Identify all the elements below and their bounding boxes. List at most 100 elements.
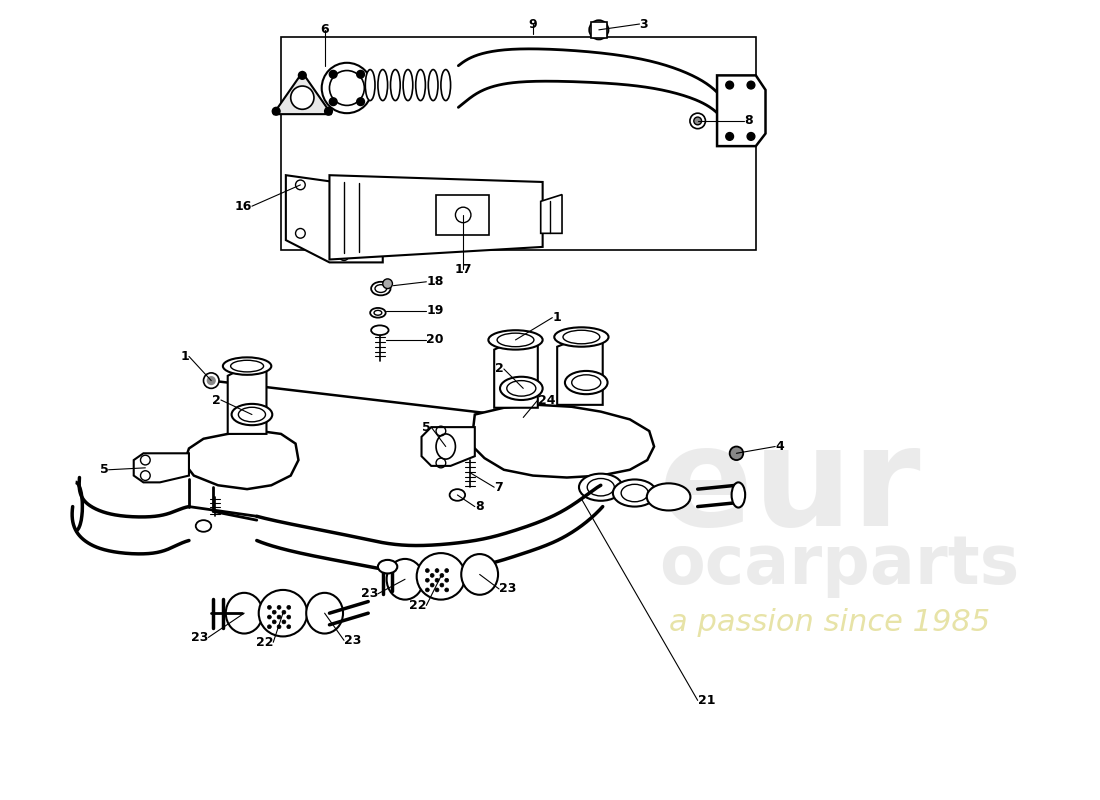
Ellipse shape	[497, 333, 534, 346]
Polygon shape	[541, 194, 562, 234]
Ellipse shape	[563, 330, 600, 344]
Circle shape	[440, 583, 443, 587]
Text: 23: 23	[344, 634, 362, 647]
Circle shape	[436, 569, 439, 573]
Circle shape	[282, 620, 286, 624]
Ellipse shape	[647, 483, 691, 510]
Circle shape	[298, 71, 306, 79]
Ellipse shape	[732, 482, 745, 507]
Text: 1: 1	[552, 311, 561, 324]
Ellipse shape	[390, 70, 400, 101]
Circle shape	[273, 620, 276, 624]
Ellipse shape	[621, 484, 648, 502]
Text: 2: 2	[495, 362, 504, 375]
Circle shape	[444, 588, 449, 592]
Ellipse shape	[565, 371, 607, 394]
Text: a passion since 1985: a passion since 1985	[669, 608, 990, 638]
Ellipse shape	[365, 70, 375, 101]
Circle shape	[277, 625, 280, 629]
Text: 22: 22	[409, 599, 427, 612]
Circle shape	[426, 569, 429, 573]
Circle shape	[694, 117, 702, 125]
Text: 20: 20	[427, 334, 444, 346]
Ellipse shape	[378, 560, 397, 574]
Circle shape	[747, 81, 755, 89]
Ellipse shape	[258, 590, 307, 637]
Text: 5: 5	[422, 421, 431, 434]
Polygon shape	[228, 366, 266, 434]
Text: 19: 19	[427, 304, 443, 318]
Text: 22: 22	[256, 636, 273, 649]
Ellipse shape	[417, 553, 465, 600]
Circle shape	[273, 610, 276, 614]
Ellipse shape	[223, 358, 272, 375]
Text: 16: 16	[234, 200, 252, 213]
Ellipse shape	[579, 474, 623, 501]
Circle shape	[747, 133, 755, 140]
Bar	[280, 37, 756, 250]
Ellipse shape	[554, 327, 608, 346]
Ellipse shape	[729, 446, 744, 460]
Ellipse shape	[378, 70, 387, 101]
Bar	[591, 22, 606, 38]
Text: 7: 7	[494, 481, 503, 494]
Polygon shape	[134, 454, 189, 482]
Text: 17: 17	[454, 262, 472, 276]
Ellipse shape	[488, 330, 542, 350]
Polygon shape	[558, 337, 603, 405]
Circle shape	[426, 588, 429, 592]
Circle shape	[726, 81, 734, 89]
Circle shape	[267, 606, 272, 610]
Text: 18: 18	[427, 275, 443, 288]
Ellipse shape	[507, 381, 536, 396]
Ellipse shape	[428, 70, 438, 101]
Ellipse shape	[450, 489, 465, 501]
Ellipse shape	[416, 70, 426, 101]
Circle shape	[324, 107, 332, 115]
Text: 23: 23	[499, 582, 516, 595]
Bar	[436, 194, 490, 235]
Circle shape	[290, 86, 314, 110]
Text: ocarparts: ocarparts	[659, 532, 1020, 598]
Ellipse shape	[306, 593, 343, 634]
Text: 8: 8	[475, 500, 483, 513]
Text: 6: 6	[320, 23, 329, 36]
Text: 5: 5	[100, 463, 109, 476]
Ellipse shape	[330, 70, 364, 106]
Circle shape	[356, 70, 364, 78]
Circle shape	[444, 569, 449, 573]
Circle shape	[204, 373, 219, 388]
Circle shape	[690, 113, 705, 129]
Ellipse shape	[321, 62, 372, 113]
Circle shape	[287, 625, 290, 629]
Text: 3: 3	[639, 18, 648, 30]
Circle shape	[287, 615, 290, 619]
Circle shape	[329, 70, 337, 78]
Ellipse shape	[386, 559, 424, 600]
Ellipse shape	[461, 554, 498, 594]
Ellipse shape	[375, 285, 386, 293]
Circle shape	[277, 615, 280, 619]
Ellipse shape	[232, 404, 273, 425]
Ellipse shape	[403, 70, 412, 101]
Circle shape	[267, 615, 272, 619]
Circle shape	[273, 107, 280, 115]
Circle shape	[436, 578, 439, 582]
Text: 21: 21	[697, 694, 715, 707]
Text: eur: eur	[659, 420, 921, 554]
Circle shape	[436, 588, 439, 592]
Circle shape	[329, 98, 337, 106]
Polygon shape	[473, 405, 654, 478]
Circle shape	[455, 207, 471, 222]
Polygon shape	[494, 340, 538, 408]
Text: 23: 23	[191, 631, 208, 644]
Polygon shape	[273, 73, 331, 114]
Circle shape	[287, 606, 290, 610]
Circle shape	[444, 578, 449, 582]
Circle shape	[383, 279, 393, 289]
Polygon shape	[421, 427, 475, 466]
Text: 2: 2	[212, 394, 221, 406]
Polygon shape	[286, 175, 383, 262]
Text: 4: 4	[776, 440, 784, 453]
Text: 24: 24	[538, 394, 556, 406]
